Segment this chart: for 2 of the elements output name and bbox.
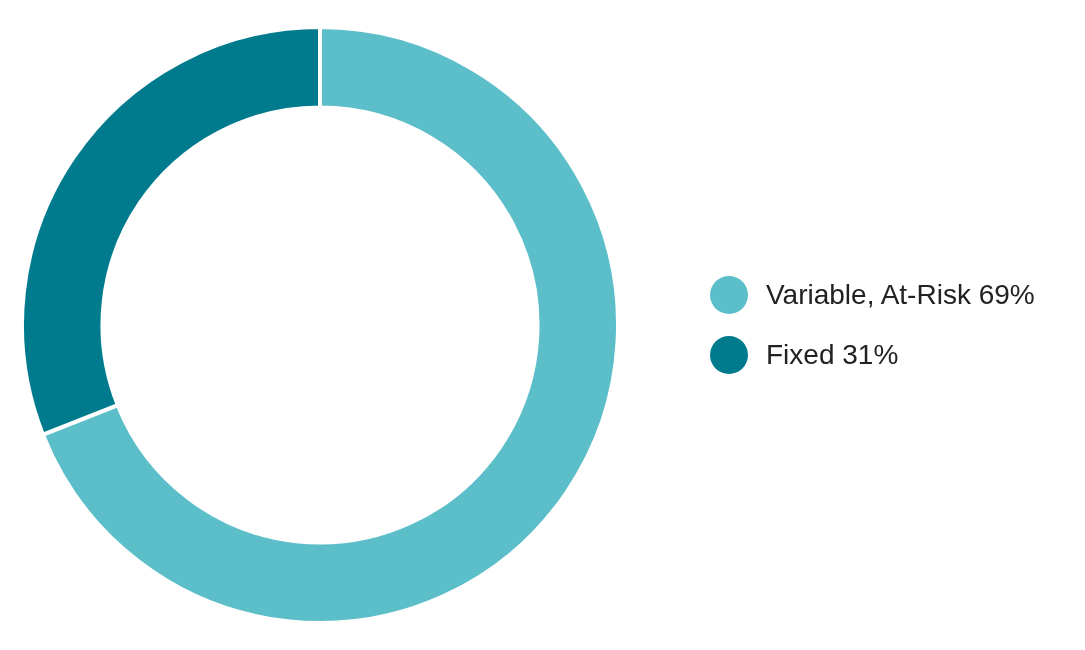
legend-label: Fixed 31% <box>766 339 899 371</box>
legend-label: Variable, At-Risk 69% <box>766 279 1035 311</box>
